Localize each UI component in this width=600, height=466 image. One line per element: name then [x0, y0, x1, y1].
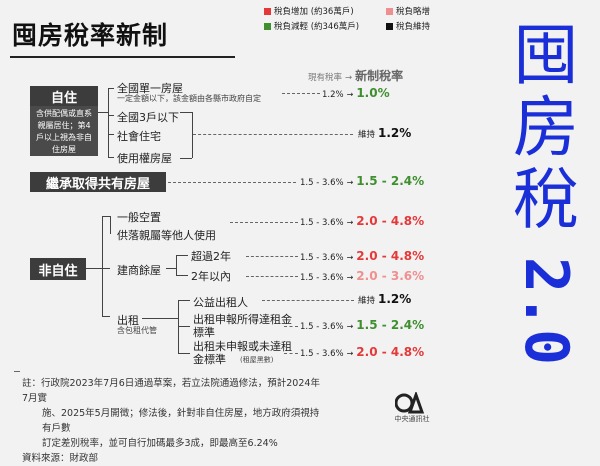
non-item-builder: 建商餘屋: [117, 264, 161, 277]
non-item-rental-unreported: 出租未申報或未達租金標準: [193, 340, 292, 366]
self-item-single-house-note: 一定金額以下，該金額由各縣市政府自定: [117, 94, 261, 103]
headline-char: 囤: [513, 17, 579, 94]
self-rate-row-1: 1.2% → 1.0%: [322, 86, 390, 100]
arrow-icon: →: [346, 322, 354, 331]
non-item-relatives: 供落親屬等他人使用: [117, 229, 216, 242]
arrow-icon: →: [346, 253, 354, 262]
non-item-over-2-years: 超過2年: [191, 250, 231, 263]
non-rate-rental-reported: 1.5 - 3.6% → 1.5 - 2.4%: [300, 318, 424, 332]
non-rate-rental-unreported: 1.5 - 3.6% → 2.0 - 4.8%: [300, 345, 424, 359]
page-title: 囤房稅率新制: [12, 21, 169, 50]
new-rate-header: 新制稅率: [355, 69, 404, 83]
current-rate: 維持: [358, 296, 376, 306]
logo-caption: 中央通訊社: [394, 415, 430, 423]
new-rate: 1.5 - 2.4%: [356, 174, 425, 188]
note-line: 訂定差別稅率，並可自行加碼最多3成，即最高至6.24%: [42, 438, 278, 449]
self-item-three-or-less: 全國3戶以下: [117, 111, 179, 124]
pink-swatch-icon: [386, 7, 393, 15]
non-item-within-2-years: 2年以內: [191, 270, 231, 283]
title-underline: [10, 56, 235, 58]
non-self-category: 非自住: [30, 258, 86, 280]
arrow-icon: →: [345, 73, 353, 83]
self-use-category: 自住: [30, 86, 98, 106]
source-line: 資料來源：財政部: [22, 453, 99, 464]
non-item-rental-unreported-note: (租屋黑數): [240, 356, 274, 364]
arrow-icon: →: [346, 178, 354, 187]
self-item-single-house: 全國單一房屋: [117, 82, 183, 95]
current-rate: 1.5 - 3.6%: [300, 322, 344, 332]
current-rate-header: 現有稅率: [308, 73, 343, 83]
headline-char: 房: [513, 89, 579, 166]
cna-logo: 中央通訊社: [392, 392, 432, 424]
arrow-icon: →: [346, 273, 354, 282]
self-use-description: 含供配偶或直系親屬居住；第4戶以上視為非自住房屋: [30, 106, 98, 156]
note-line: 施、2025年5月開徵；修法後，針對非自住房屋，地方政府須視持有戶數: [42, 408, 320, 434]
current-rate: 1.5 - 3.6%: [300, 349, 344, 359]
new-rate: 2.0 - 4.8%: [356, 249, 425, 263]
self-rate-row-2: 維持 1.2%: [358, 126, 411, 140]
note-line: 註：行政院2023年7月6日通過草案，若立法院通過修法，預計2024年7月實: [22, 378, 320, 404]
footnote: 註：行政院2023年7月6日通過草案，若立法院通過修法，預計2024年7月實 施…: [22, 376, 322, 466]
current-rate: 1.5 - 3.6%: [300, 218, 344, 228]
headline-version: 2.0: [511, 256, 581, 366]
legend-item-slight-increase: 稅負略增: [386, 5, 430, 17]
green-swatch-icon: [264, 22, 271, 30]
legend-label: 稅負增加 (約36萬戶): [274, 7, 354, 17]
new-rate: 2.0 - 3.6%: [356, 269, 425, 283]
legend-item-maintain: 稅負維持: [386, 20, 430, 32]
non-item-rental: 出租: [117, 314, 139, 327]
non-item-vacant: 一般空置: [117, 211, 161, 224]
black-swatch-icon: [386, 22, 393, 30]
non-item-rental-reported: 出租申報所得達租金標準: [193, 313, 292, 339]
legend-label: 稅負維持: [396, 22, 431, 32]
new-rate: 1.0%: [356, 86, 390, 100]
arrow-icon: →: [346, 349, 354, 358]
headline-char: 稅: [513, 161, 579, 238]
inherit-rate-row: 1.5 - 3.6% → 1.5 - 2.4%: [300, 174, 424, 188]
current-rate: 維持: [358, 130, 376, 140]
current-rate: 1.5 - 3.6%: [300, 178, 344, 188]
non-rate-public-landlord: 維持 1.2%: [358, 292, 411, 306]
legend-label: 稅負略增: [396, 7, 431, 17]
current-rate: 1.5 - 3.6%: [300, 273, 344, 283]
new-rate: 1.5 - 2.4%: [356, 318, 425, 332]
new-rate: 1.2%: [378, 292, 412, 306]
non-rate-within-2-years: 1.5 - 3.6% → 2.0 - 3.6%: [300, 269, 424, 283]
inherit-category: 繼承取得共有房屋: [30, 172, 166, 192]
cna-logo-icon: [395, 392, 425, 414]
current-rate: 1.5 - 3.6%: [300, 253, 344, 263]
new-rate: 1.2%: [378, 126, 412, 140]
current-rate: 1.2%: [322, 90, 344, 100]
legend-item-decrease: 稅負減輕 (約346萬戶): [264, 20, 359, 32]
legend-item-increase: 稅負增加 (約36萬戶): [264, 5, 354, 17]
arrow-icon: →: [346, 90, 354, 99]
new-rate: 2.0 - 4.8%: [356, 345, 425, 359]
non-rate-vacant: 1.5 - 3.6% → 2.0 - 4.8%: [300, 214, 424, 228]
arrow-icon: →: [346, 218, 354, 227]
new-rate: 2.0 - 4.8%: [356, 214, 425, 228]
vertical-headline: 囤 房 稅 2.0: [506, 17, 586, 366]
non-rate-over-2-years: 1.5 - 3.6% → 2.0 - 4.8%: [300, 249, 424, 263]
red-swatch-icon: [264, 7, 271, 15]
non-item-public-landlord: 公益出租人: [193, 296, 248, 309]
self-item-social-housing: 社會住宅: [117, 130, 161, 143]
non-item-rental-note: 含包租代管: [117, 326, 157, 335]
legend-label: 稅負減輕 (約346萬戶): [274, 22, 360, 32]
self-item-usage-rights: 使用權房屋: [117, 152, 172, 165]
rate-header: 現有稅率 → 新制稅率: [308, 67, 403, 84]
